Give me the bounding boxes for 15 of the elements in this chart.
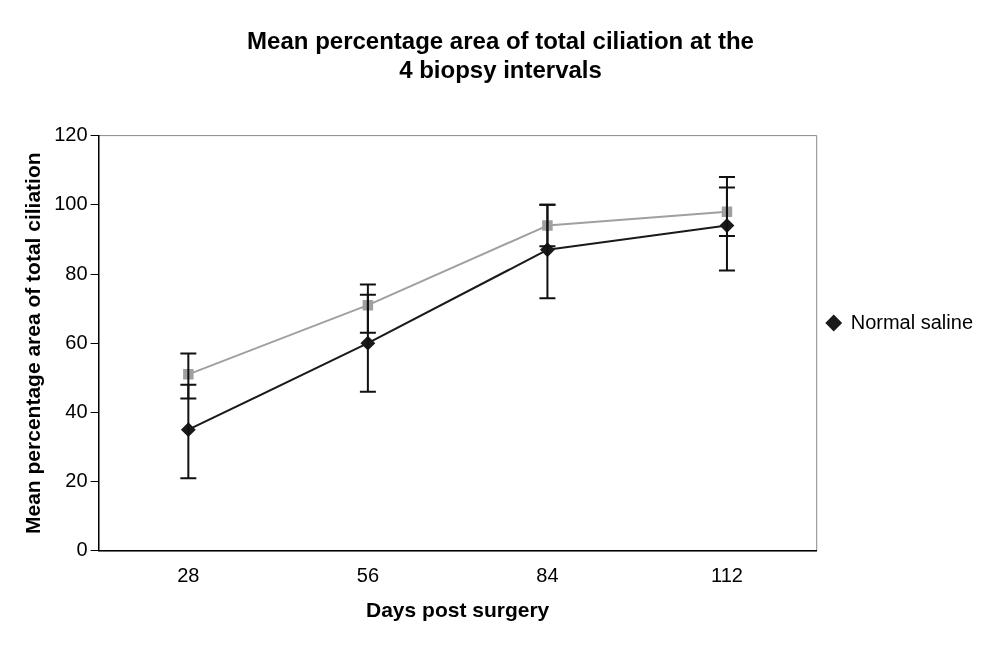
x-tick-label: 112 (711, 564, 743, 587)
chart-title: Mean percentage area of total ciliation at the 4 biopsy intervals (247, 27, 754, 83)
x-tick-label: 56 (356, 564, 380, 587)
x-axis-title: Days post surgery (366, 598, 550, 622)
y-tick-label: 60 (65, 330, 88, 353)
y-axis-title: Mean percentage area of total ciliation (21, 152, 45, 534)
y-tick-label: 80 (65, 261, 88, 284)
y-tick-label: 40 (65, 399, 88, 422)
y-tick-label: 120 (54, 123, 88, 146)
y-tick-label: 20 (65, 469, 88, 492)
y-tick-label: 0 (76, 538, 88, 561)
y-tick-label: 100 (54, 192, 88, 215)
x-tick-label: 28 (177, 564, 200, 587)
x-tick-label: 84 (536, 564, 559, 587)
legend-label: Normal saline (850, 310, 973, 333)
